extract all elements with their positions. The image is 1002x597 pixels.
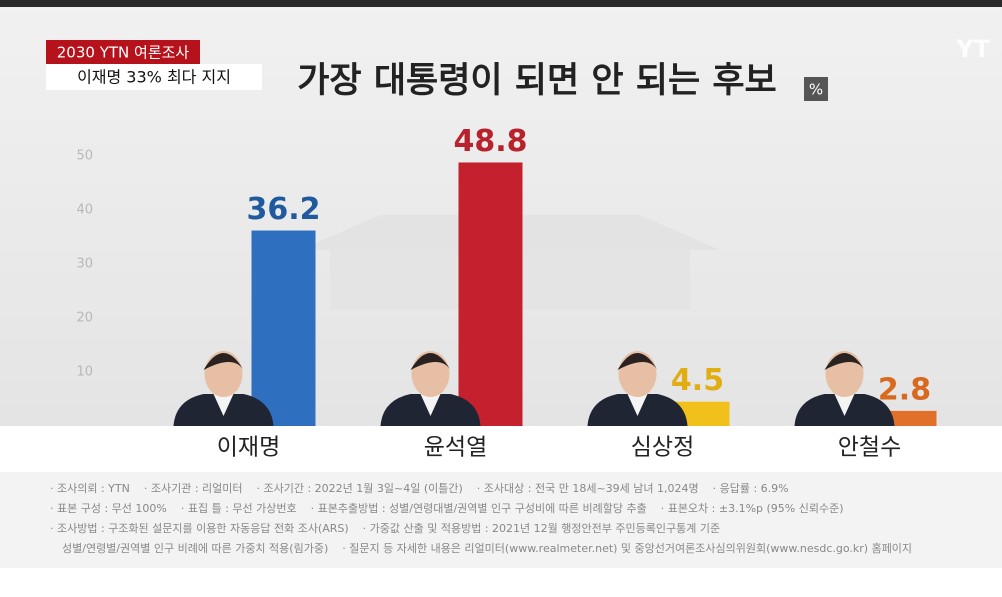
note-line: 성별/연령별/권역별 인구 비례에 따른 가중치 적용(림가중) · 질문지 등 … <box>62 541 912 555</box>
label-strip <box>0 426 1002 472</box>
photo-hair <box>824 353 865 370</box>
note: · 표집 틀 : 무선 가상번호 <box>181 502 297 515</box>
photo-collar <box>627 394 648 416</box>
bar <box>251 230 316 426</box>
unit: % <box>809 81 823 99</box>
y-tick-label: 30 <box>76 257 93 272</box>
badge: 2030 YTN 여론조사 <box>57 44 190 62</box>
photo-hair <box>410 353 451 370</box>
x-tick-label: 윤석열 <box>424 435 487 461</box>
photo-collar <box>834 394 855 416</box>
x-tick-label: 이재명 <box>217 435 280 461</box>
value-label: 36.2 <box>246 192 320 227</box>
unit-box <box>804 77 828 101</box>
candidate-photo <box>794 351 895 426</box>
note: · 조사의뢰 : YTN <box>50 482 130 495</box>
note: · 조사대상 : 전국 만 18세~39세 남녀 1,024명 <box>477 482 699 495</box>
note: · 질문지 등 자세한 내용은 리얼미터(www.realmeter.net) … <box>342 541 912 555</box>
value-label: 2.8 <box>878 372 931 407</box>
note: · 표본 구성 : 무선 100% <box>50 502 167 515</box>
note: · 가중값 산출 및 적용방법 : 2021년 12월 행정안전부 주민등록인구… <box>363 522 720 535</box>
logo: YT <box>955 35 990 63</box>
note-line: · 표본 구성 : 무선 100% · 표집 틀 : 무선 가상번호 · 표본추출방… <box>50 502 844 515</box>
note: · 표본추출방법 : 성별/연령대별/권역별 인구 구성비에 따른 비례할당 추… <box>311 502 647 515</box>
note: · 응답률 : 6.9% <box>713 482 789 495</box>
value-label: 48.8 <box>453 124 527 159</box>
photo-collar <box>213 394 234 416</box>
note-line: · 조사의뢰 : YTN · 조사기관 : 리얼미터 · 조사기간 : 2022년 … <box>50 481 789 495</box>
value-label: 4.5 <box>671 363 724 398</box>
bar <box>458 162 523 427</box>
note: · 표본오차 : ±3.1%p (95% 신뢰수준) <box>661 502 844 515</box>
notes-background <box>0 472 1002 568</box>
candidate-photo <box>173 351 274 426</box>
photo-hair <box>617 353 658 370</box>
top-bar <box>0 0 1002 7</box>
note: · 조사기관 : 리얼미터 <box>144 481 243 495</box>
note-line: · 조사방법 : 구조화된 설문지를 이용한 자동응답 전화 조사(ARS) · … <box>50 522 720 535</box>
note: · 조사방법 : 구조화된 설문지를 이용한 자동응답 전화 조사(ARS) <box>50 522 349 535</box>
y-tick-label: 20 <box>76 311 93 326</box>
note: · 조사기간 : 2022년 1월 3일~4일 (이틀간) <box>257 481 463 495</box>
y-tick-label: 50 <box>76 149 93 164</box>
subtitle: 이재명 33% 최다 지지 <box>77 68 231 87</box>
candidate-photo <box>380 351 481 426</box>
note: 성별/연령별/권역별 인구 비례에 따른 가중치 적용(림가중) <box>62 542 328 555</box>
x-tick-label: 안철수 <box>838 435 901 461</box>
photo-hair <box>203 353 244 370</box>
y-tick-label: 10 <box>76 365 93 380</box>
photo-collar <box>420 394 441 416</box>
x-tick-label: 심상정 <box>631 435 694 461</box>
candidate-photo <box>587 351 688 426</box>
subtitle-box <box>46 64 262 90</box>
badge-box <box>46 40 200 64</box>
y-tick-label: 40 <box>76 203 93 218</box>
chart-title: 가장 대통령이 되면 안 되는 후보 <box>297 61 777 101</box>
